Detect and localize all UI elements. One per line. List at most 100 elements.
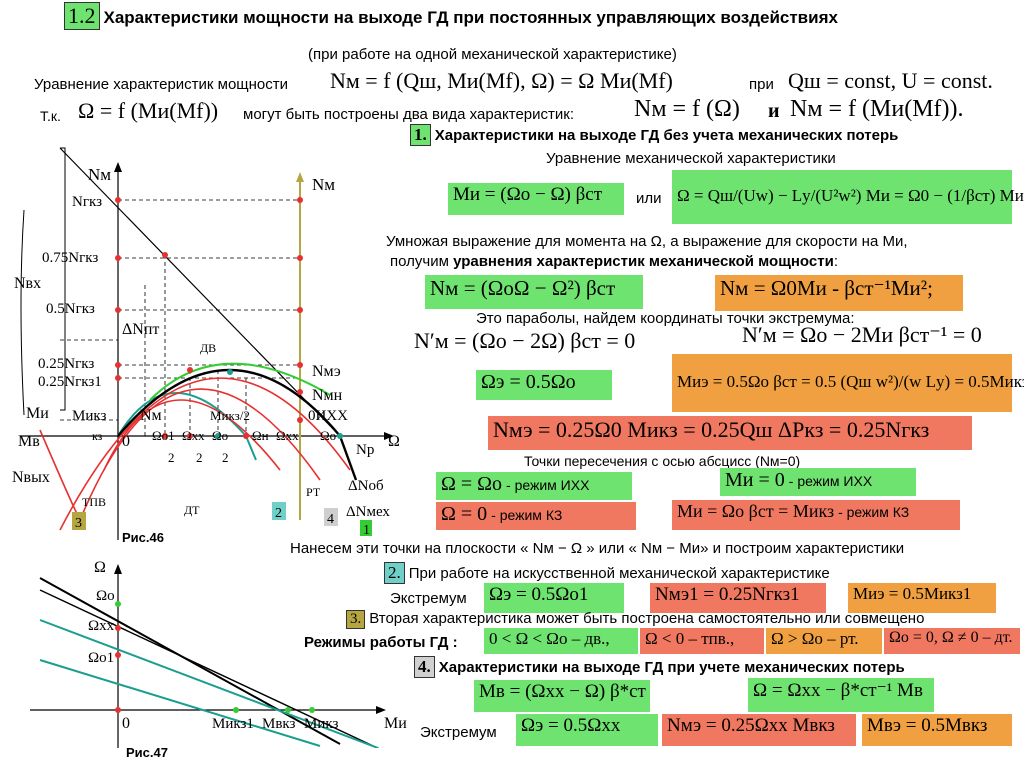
fig46-label-dnob: ΔNоб [348, 478, 384, 494]
fig46-curve-red-inner [103, 399, 281, 471]
formula-nm-mi: Nм = Ω0Mи - βст⁻¹Mи²; [715, 275, 963, 311]
section1-number-badge: 1. [410, 124, 431, 146]
section2-row: 2. При работе на искусственной механическ… [384, 562, 830, 584]
point-kz-mi: Mи = Ωо βст = Mикз - режим КЗ [672, 500, 960, 530]
section4-formula-omega: Ω = Ωxx − β*ст⁻¹ Mв [748, 678, 934, 712]
mode-tpv: Ω < 0 – тпв., [640, 628, 764, 654]
fig46-curve-green [149, 362, 331, 401]
mode-dv: 0 < Ω < Ωо – дв., [484, 628, 638, 654]
fig46-label-omo-den: 2 [222, 450, 229, 465]
page-title: Характеристики мощности на выходе ГД при… [103, 8, 838, 27]
fig46-label-omxx2: Ωxx [276, 428, 299, 443]
fig46-curve-teal [117, 392, 257, 461]
fig46-label-nmn: Nмн [312, 387, 343, 404]
fig46-curve-black [117, 368, 358, 481]
section1-heading: Характеристики на выходе ГД без учета ме… [434, 127, 899, 144]
fig46-label-dt: ДТ [184, 503, 200, 517]
fig46-label-mikz: Mикз [72, 408, 106, 424]
tk-formula-1: Nм = f (Ω) [634, 96, 740, 122]
fig46-label-omxx-den: 2 [196, 450, 203, 465]
section2-formula-omega: Ωэ = 0.5Ωо1 [484, 583, 624, 613]
formula-omega-e: Ωэ = 0.5Ωо [476, 370, 612, 400]
fig46-label-omo: Ωо [212, 428, 228, 443]
fig46-label-nm-mid: Nм [140, 407, 162, 424]
point-kz-omega: Ω = 0 - режим КЗ [436, 502, 636, 530]
fig46-label-nm-right: Nм [312, 175, 335, 194]
fig47-label-omo: Ωо [96, 588, 115, 604]
fig47-label-mikz1: Mикз1 [212, 716, 254, 732]
modes-label: Режимы работы ГД : [304, 634, 458, 651]
fig47-label-zero: 0 [122, 715, 130, 732]
tk-formula: Ω = f (Mи(Mf)) [78, 98, 219, 123]
fig46-curve-red-mid [79, 388, 321, 521]
multiply-text-1: Умножая выражение для момента на Ω, а вы… [386, 233, 908, 250]
section2-number-badge: 2. [384, 562, 405, 584]
section4-formula-nme: Nмэ = 0.25Ωxx Mвкз [662, 714, 856, 746]
fig46-label-mi: Mи [26, 405, 49, 422]
fig46-label-n025a: 0.25Nгкз [38, 356, 94, 372]
formula-derivative-omega: N′м = (Ωо − 2Ω) βст = 0 [414, 328, 636, 353]
fig46-marker-4: 4 [327, 512, 334, 527]
fig46-label-om1: Ωо1 [152, 428, 175, 443]
fig46-label-mikz2: Mикз/2 [210, 408, 250, 423]
fig46-points [115, 197, 343, 439]
plot-points-text: Нанесем эти точки на плоскости « Nм − Ω … [290, 540, 905, 557]
fig47-y-arrow [114, 564, 122, 574]
fig46-label-tpv: ТПВ [82, 495, 106, 509]
fig46-marker-1-box [360, 520, 372, 536]
point-ixx-mi: Mи = 0 - режим ИХХ [720, 468, 916, 496]
point-kz-omega-formula: Ω = 0 [441, 503, 488, 525]
fig46-label-omega-axis: Ω [388, 433, 400, 450]
section4-heading: Характеристики на выходе ГД при учете ме… [438, 659, 905, 676]
fig46-guide-lines [60, 199, 300, 436]
fig46-label-kz: кз [92, 429, 103, 443]
section1-heading-row: 1. Характеристики на выходе ГД без учета … [410, 124, 898, 146]
mech-eq-label: Уравнение механической характеристики [546, 150, 836, 167]
fig46-label-rt: РТ [306, 485, 321, 499]
formula-nme: Nмэ = 0.25Ω0 Mикз = 0.25Qш ΔPкз = 0.25Nг… [488, 416, 972, 450]
tk-and: и [768, 100, 780, 122]
fig46-label-nvx: Nвх [14, 275, 41, 292]
fig47-label-omega: Ω [94, 559, 106, 576]
mode-rt: Ω > Ωо – рт. [766, 628, 882, 654]
fig46-label-nme: Nмэ [312, 363, 341, 380]
section2-text: При работе на искусственной механической… [408, 565, 830, 582]
section4-formula-mve: Mвэ = 0.5Mвкз [862, 714, 1012, 746]
fig46-marker-2-box [272, 502, 286, 520]
fig46-label-dnmex: ΔNмех [346, 504, 390, 520]
title-number-badge: 1.2 [64, 2, 100, 30]
fig46-label-dnpt: ΔNпт [122, 321, 159, 338]
mode-dt: Ωо = 0, Ω ≠ 0 – дт. [884, 628, 1020, 654]
fig46-label-om1-den: 2 [168, 450, 175, 465]
fig46-label-nvyx: Nвых [12, 469, 50, 486]
intro-equation-label: Уравнение характеристик мощности [34, 76, 289, 93]
formula-mi: Mи = (Ωо − Ω) βст [448, 183, 624, 215]
point-kz-mi-formula: Mи = Ωо βст = Mикз [677, 501, 835, 521]
fig46-label-o-ixx: 0ИХХ [308, 408, 348, 424]
fig46-label-ngkz: Nгкз [72, 194, 102, 210]
multiply-text-2b: уравнения характеристик механической мощ… [453, 253, 834, 270]
tk-label: Т.к. [40, 108, 61, 124]
section2-extremum-label: Экстремум [390, 590, 467, 607]
parabola-text: Это параболы, найдем координаты точки эк… [476, 310, 855, 327]
fig46-olive-arrow [296, 172, 304, 182]
fig46-label-zero: 0 [122, 433, 130, 450]
figure-47: Ω Ωо Ωxx Ωо1 0 Mикз1 Mвкз Mикз Mи [30, 559, 407, 748]
fig47-line-black-2 [39, 589, 380, 748]
fig47-label-mi: Mи [384, 715, 407, 732]
fig46-x-arrow [384, 432, 394, 440]
section4-heading-row: 4. Характеристики на выходе ГД при учете … [414, 656, 905, 678]
point-kz-omega-text: - режим КЗ [491, 507, 563, 523]
fig46-label-mv: Mв [18, 433, 40, 450]
fig46-marker-4-box [324, 508, 338, 526]
fig46-marker-1: 1 [363, 523, 370, 538]
fig46-caption: Рис.46 [122, 530, 164, 545]
section2-formula-nme: Nмэ1 = 0.25Nгкз1 [650, 583, 826, 613]
formula-nm-omega: Nм = (ΩоΩ − Ω²) βст [425, 275, 643, 309]
figure-46: Nм Nгкз 0.75Nгкз 0.5Nгкз 0.25Nгкз 0.25Nг… [12, 147, 400, 540]
fig46-y-arrow [114, 162, 122, 172]
fig46-label-omn: Ωн [252, 428, 269, 443]
page-subtitle: (при работе на одной механической характ… [308, 46, 677, 63]
fig46-label-dv: ДВ [200, 341, 216, 355]
intro-when: при [749, 76, 774, 93]
